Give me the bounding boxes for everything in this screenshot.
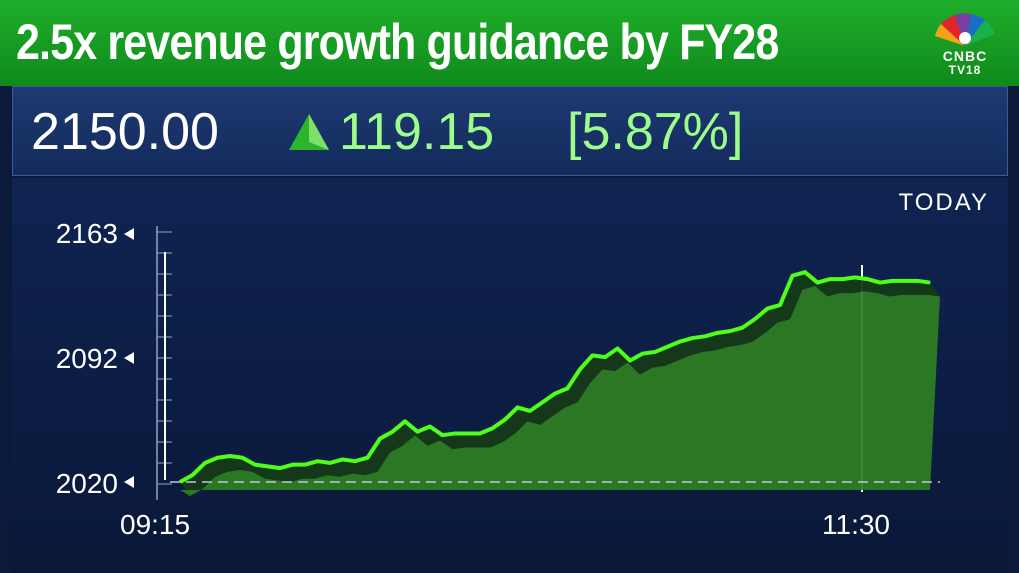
data-point <box>666 345 669 348</box>
y-pointer-icon <box>124 228 134 240</box>
data-point <box>929 281 931 284</box>
data-point <box>516 406 519 409</box>
data-point <box>529 410 531 412</box>
data-point <box>541 401 544 404</box>
headline-bar: 2.5x revenue growth guidance by FY28 CNB… <box>0 0 1019 86</box>
cnbc-tv18-logo: CNBC TV18 <box>925 8 1005 78</box>
data-point <box>404 420 406 423</box>
data-point <box>291 463 294 466</box>
x-tick-label: 09:15 <box>120 509 191 540</box>
data-point <box>779 304 781 306</box>
data-point <box>654 351 656 353</box>
data-point <box>566 387 569 390</box>
data-point <box>341 458 344 461</box>
data-point <box>316 460 319 462</box>
data-point <box>279 467 281 469</box>
data-point <box>916 280 919 282</box>
data-point <box>491 427 494 430</box>
data-point <box>229 455 231 457</box>
series-area <box>180 286 940 496</box>
y-pointer-icon <box>124 476 134 488</box>
data-point <box>866 278 869 280</box>
data-point <box>466 432 469 435</box>
data-point <box>254 463 256 466</box>
y-tick-label: 2020 <box>55 468 118 499</box>
data-point <box>504 418 506 421</box>
data-point <box>479 432 481 435</box>
data-point <box>391 430 394 433</box>
data-point <box>379 437 381 440</box>
quote-bar: 2150.00 119.15 [5.87%] <box>12 86 1008 176</box>
up-arrow-icon <box>289 114 329 150</box>
data-point <box>191 474 194 476</box>
y-tick-label: 2163 <box>55 218 118 249</box>
logo-text-tv18: TV18 <box>948 63 982 77</box>
data-point <box>366 456 369 459</box>
period-label: TODAY <box>898 189 989 216</box>
data-point <box>729 330 731 332</box>
data-point <box>841 278 844 280</box>
x-tick-label: 11:30 <box>822 509 890 540</box>
data-point <box>416 430 419 433</box>
data-point <box>879 281 881 284</box>
data-point <box>616 347 619 350</box>
y-tick-label: 2092 <box>55 343 118 374</box>
data-point <box>679 340 681 343</box>
data-point <box>829 278 831 280</box>
data-point <box>241 456 244 459</box>
plot-area <box>170 270 940 496</box>
data-point <box>216 456 219 459</box>
data-point <box>454 432 456 435</box>
data-point <box>354 460 356 462</box>
data-point <box>791 274 794 277</box>
data-point <box>904 280 906 282</box>
y-pointer-icon <box>124 352 134 364</box>
data-point <box>204 462 206 464</box>
data-point <box>754 318 756 320</box>
data-point <box>816 281 819 284</box>
data-point <box>579 368 581 371</box>
data-point <box>804 271 806 273</box>
data-point <box>604 356 606 358</box>
peacock-icon <box>935 13 995 46</box>
series-shadow <box>180 272 940 496</box>
data-point <box>691 337 694 339</box>
data-point <box>741 326 744 329</box>
data-point <box>441 434 444 436</box>
last-price: 2150.00 <box>31 103 219 161</box>
price-change-percent: [5.87%] <box>567 103 744 161</box>
data-point <box>591 354 594 357</box>
logo-text-cnbc: CNBC <box>942 48 988 64</box>
data-point <box>266 465 269 468</box>
data-point <box>891 280 894 282</box>
data-point <box>429 425 431 428</box>
data-point <box>716 332 719 334</box>
data-point <box>641 352 644 355</box>
data-point <box>304 463 306 466</box>
data-point <box>629 359 631 362</box>
data-point <box>854 276 856 279</box>
price-change: 119.15 <box>339 103 495 161</box>
headline: 2.5x revenue growth guidance by FY28 <box>16 14 779 70</box>
data-point <box>766 307 769 310</box>
data-point <box>554 392 556 395</box>
data-point <box>704 335 706 338</box>
data-point <box>329 462 331 464</box>
